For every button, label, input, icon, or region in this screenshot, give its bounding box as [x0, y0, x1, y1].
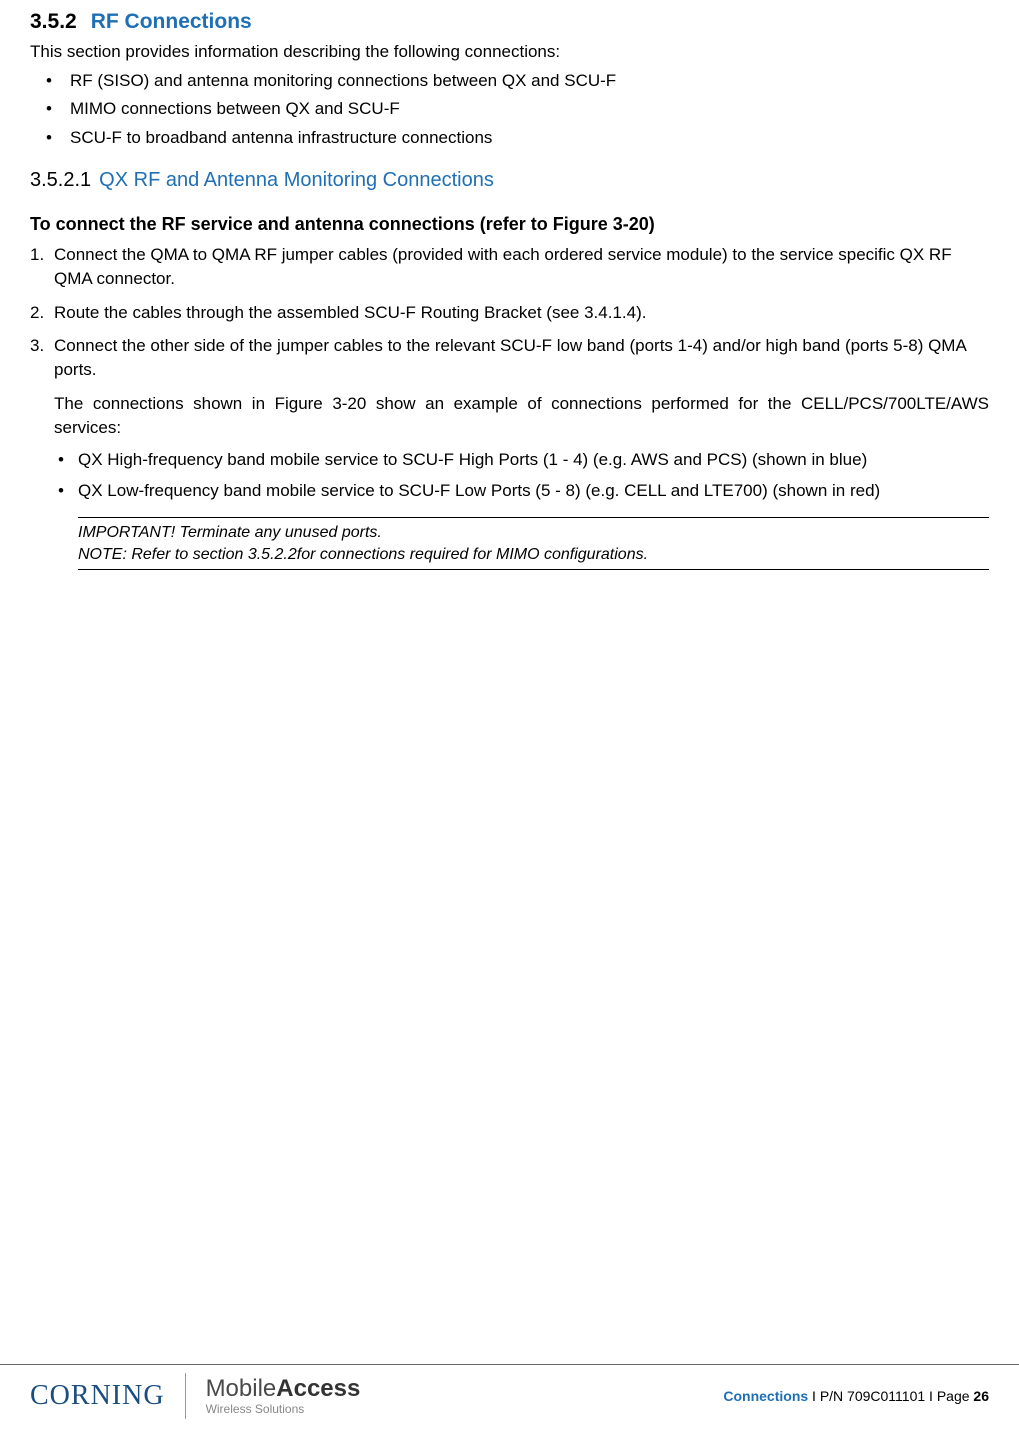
- bold-heading: To connect the RF service and antenna co…: [30, 214, 989, 235]
- subsection-heading: 3.5.2.1 QX RF and Antenna Monitoring Conn…: [30, 169, 989, 192]
- section-title: RF Connections: [91, 10, 252, 33]
- note-box: IMPORTANT! Terminate any unused ports. N…: [78, 517, 989, 570]
- subsection-title: QX RF and Antenna Monitoring Connections: [99, 169, 494, 191]
- list-item: QX Low-frequency band mobile service to …: [54, 479, 989, 503]
- list-item: Connect the other side of the jumper cab…: [30, 334, 989, 570]
- intro-text: This section provides information descri…: [30, 42, 989, 62]
- section-heading: 3.5.2 RF Connections: [30, 10, 989, 34]
- list-item: RF (SISO) and antenna monitoring connect…: [40, 68, 989, 94]
- corning-logo: CORNING: [30, 1380, 165, 1412]
- footer-right: Connections I P/N 709C011101 I Page 26: [723, 1388, 989, 1404]
- mobileaccess-sub: Wireless Solutions: [206, 1403, 361, 1415]
- steps-list: Connect the QMA to QMA RF jumper cables …: [30, 243, 989, 570]
- ma-mobile: Mobile: [206, 1375, 277, 1402]
- page-footer: CORNING MobileAccess Wireless Solutions …: [0, 1364, 1019, 1437]
- footer-section-name: Connections: [723, 1388, 808, 1404]
- mobileaccess-text: MobileAccess: [206, 1377, 361, 1401]
- list-item: MIMO connections between QX and SCU-F: [40, 96, 989, 122]
- section-number: 3.5.2: [30, 10, 77, 33]
- page-content: 3.5.2 RF Connections This section provide…: [30, 0, 989, 570]
- list-item: Route the cables through the assembled S…: [30, 301, 989, 325]
- brand-divider: [185, 1373, 186, 1419]
- sub-bullet-list: QX High-frequency band mobile service to…: [54, 448, 989, 504]
- step-text: Connect the other side of the jumper cab…: [54, 334, 989, 382]
- list-item: Connect the QMA to QMA RF jumper cables …: [30, 243, 989, 291]
- step-text: Route the cables through the assembled S…: [54, 301, 989, 325]
- step-text: Connect the QMA to QMA RF jumper cables …: [54, 243, 989, 291]
- bullet-list: RF (SISO) and antenna monitoring connect…: [40, 68, 989, 151]
- footer-brands: CORNING MobileAccess Wireless Solutions: [30, 1373, 360, 1419]
- ma-access: Access: [276, 1375, 360, 1402]
- list-item: QX High-frequency band mobile service to…: [54, 448, 989, 472]
- footer-pn: I P/N 709C011101 I Page: [808, 1388, 973, 1404]
- step-extra-text: The connections shown in Figure 3-20 sho…: [54, 392, 989, 440]
- note-line: IMPORTANT! Terminate any unused ports.: [78, 522, 989, 544]
- list-item: SCU-F to broadband antenna infrastructur…: [40, 125, 989, 151]
- mobileaccess-logo: MobileAccess Wireless Solutions: [206, 1377, 361, 1415]
- subsection-number: 3.5.2.1: [30, 169, 91, 191]
- footer-page-number: 26: [973, 1388, 989, 1404]
- note-line: NOTE: Refer to section 3.5.2.2for connec…: [78, 544, 989, 566]
